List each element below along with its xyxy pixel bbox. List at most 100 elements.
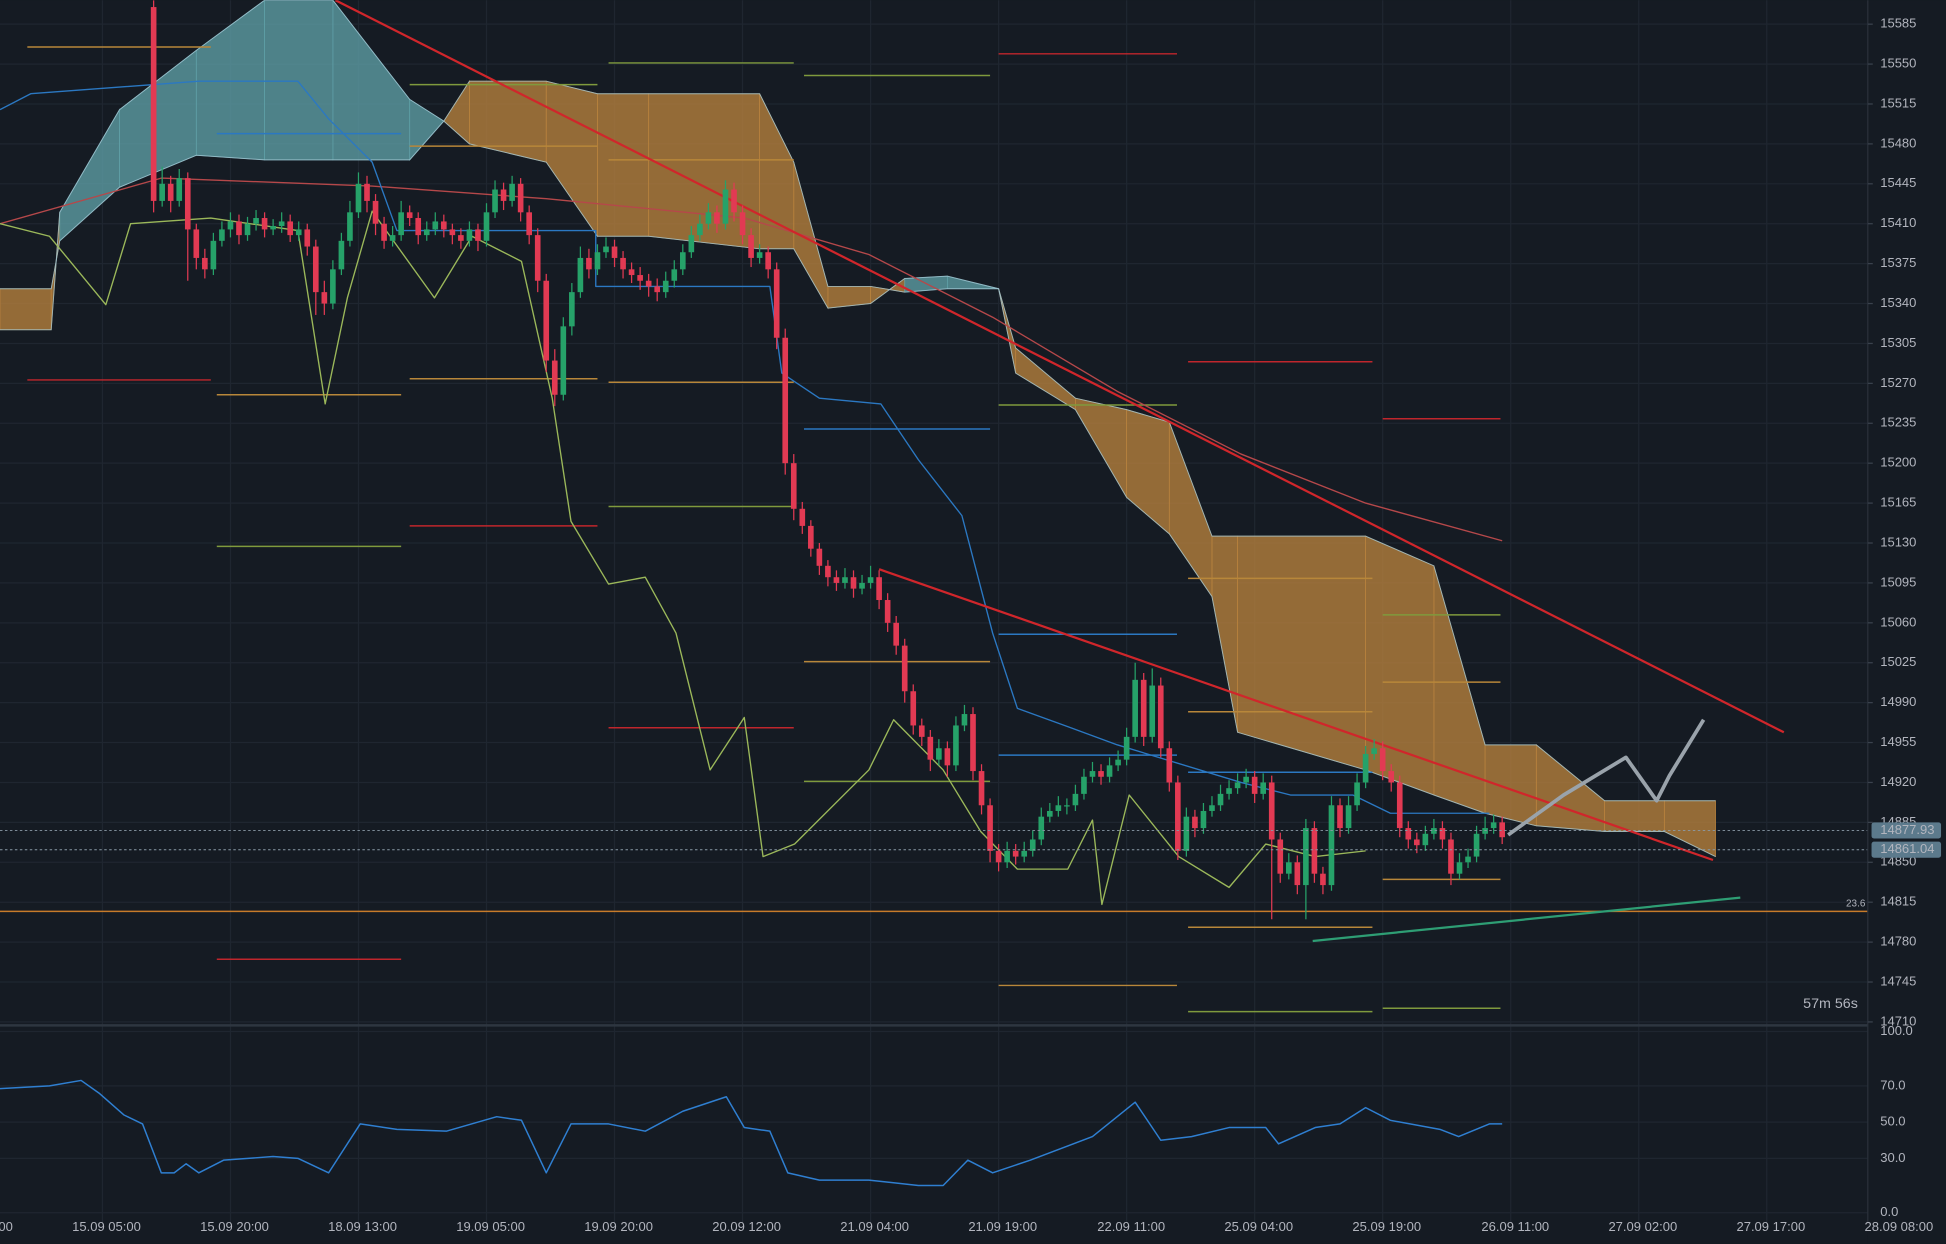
y-tick-label: 15165 — [1880, 495, 1916, 510]
candle-body — [1200, 810, 1207, 829]
candle-body — [1192, 816, 1198, 829]
candle-body — [543, 280, 550, 361]
candle-body — [1328, 805, 1335, 886]
indicator-line — [0, 177, 1503, 542]
trend-line — [878, 568, 1714, 862]
candle-body — [671, 269, 678, 281]
candle-body — [176, 178, 183, 201]
candle-body — [961, 714, 968, 726]
candle-body — [773, 269, 780, 338]
candle-body — [1183, 816, 1190, 851]
candle-body — [637, 275, 643, 281]
trend-line — [1312, 896, 1741, 943]
y-tick-label: 15270 — [1880, 375, 1916, 390]
x-tick-label: 25.09 19:00 — [1352, 1219, 1421, 1234]
fib-label: 23.6 — [1846, 898, 1866, 909]
candle-body — [1140, 679, 1147, 737]
candle-body — [1320, 873, 1326, 886]
candle-body — [688, 235, 695, 253]
candle-body — [398, 212, 404, 236]
candle-body — [1354, 782, 1360, 806]
candle-body — [458, 235, 464, 241]
candle-body — [372, 200, 379, 224]
candle-body — [1217, 793, 1224, 806]
forecast-line — [1507, 718, 1706, 837]
rsi-tick-label: 70.0 — [1880, 1077, 1905, 1092]
candle-body — [423, 229, 430, 236]
candle-body — [270, 226, 276, 230]
cloud-segment — [0, 288, 52, 331]
candle-body — [825, 565, 831, 578]
candle-body — [1132, 679, 1138, 737]
candle-body — [560, 326, 567, 395]
candle-body — [679, 252, 686, 270]
candle-body — [697, 223, 703, 236]
candle-body — [1081, 776, 1087, 794]
y-tick-label: 15515 — [1880, 95, 1916, 110]
price-label: 14877.93 — [1880, 822, 1934, 837]
y-tick-label: 15340 — [1880, 295, 1916, 310]
candle-body — [227, 221, 234, 230]
candle-body — [1166, 748, 1173, 783]
candle-body — [517, 183, 524, 213]
candle-body — [347, 212, 353, 241]
candle-body — [1379, 748, 1386, 772]
candle-body — [321, 292, 328, 304]
cloud-segment — [1237, 535, 1366, 771]
rsi-tick-label: 50.0 — [1880, 1114, 1905, 1129]
candle-body — [867, 577, 874, 583]
candle-body — [1089, 771, 1096, 777]
candle-body — [1311, 828, 1318, 874]
candle-body — [790, 463, 797, 509]
y-tick-label: 15375 — [1880, 255, 1916, 270]
candle-body — [1448, 839, 1454, 874]
candle-body — [722, 189, 729, 224]
candle-body — [1371, 748, 1377, 754]
candle-body — [1072, 793, 1079, 806]
y-tick-label: 15025 — [1880, 654, 1916, 669]
candle-body — [1157, 685, 1164, 749]
candle-body — [731, 189, 737, 213]
candle-body — [167, 183, 174, 201]
candle-body — [918, 725, 925, 737]
candle-body — [1499, 822, 1505, 838]
candle-body — [1055, 805, 1062, 811]
y-tick-label: 15550 — [1880, 56, 1916, 71]
candle-body — [1038, 816, 1045, 840]
candle-body — [1414, 839, 1420, 846]
rsi-tick-label: 30.0 — [1880, 1150, 1905, 1165]
x-tick-label: 25.09 04:00 — [1224, 1219, 1293, 1234]
candle-body — [1362, 753, 1369, 783]
candle-body — [654, 286, 661, 293]
candle-body — [705, 212, 712, 224]
candle-body — [859, 582, 865, 589]
candle-body — [330, 269, 336, 304]
candle-body — [1439, 828, 1446, 840]
candle-body — [953, 725, 959, 766]
indicator-line — [0, 80, 1490, 814]
price-label: 14861.04 — [1880, 841, 1934, 856]
candle-body — [842, 577, 848, 583]
x-tick-label: 20.09 12:00 — [712, 1219, 781, 1234]
candle-body — [244, 223, 251, 236]
indicator-line — [0, 210, 1366, 906]
candle-body — [261, 218, 268, 230]
candle-body — [756, 252, 763, 258]
candle-body — [1149, 685, 1156, 737]
candle-body — [193, 229, 200, 258]
candle-body — [287, 221, 294, 236]
candle-body — [603, 246, 609, 253]
candle-body — [150, 7, 157, 201]
candle-body — [944, 748, 951, 766]
candle-body — [253, 218, 259, 224]
candle-body — [799, 508, 806, 526]
candle-body — [304, 229, 311, 247]
x-tick-label: 26.09 11:00 — [1481, 1219, 1549, 1234]
candle-body — [1465, 856, 1471, 863]
x-tick-label: 27.09 17:00 — [1736, 1219, 1805, 1234]
candle-body — [312, 246, 319, 293]
candle-body — [782, 337, 789, 464]
candle-body — [210, 240, 217, 270]
axis-layer: 1471014745147801481514850148851492014955… — [0, 16, 1942, 1234]
